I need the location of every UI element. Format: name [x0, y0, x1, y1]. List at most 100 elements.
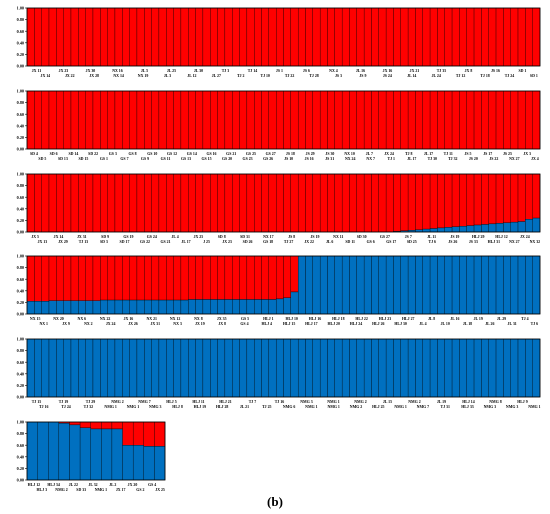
- bar-red-segment: [101, 421, 113, 430]
- x-tick-label-bottom: JX 24: [106, 322, 116, 326]
- x-tick-label-top: JL 16: [450, 317, 459, 321]
- bar-blue-segment: [495, 255, 504, 315]
- y-tick-label: 0.00: [17, 147, 24, 152]
- bar-blue-segment: [327, 255, 336, 315]
- bar-red-segment: [481, 173, 489, 225]
- bar-red-segment: [473, 90, 482, 150]
- bar-red-segment: [334, 7, 343, 67]
- x-tick-label-top: HLJ 12: [28, 483, 40, 487]
- bar-blue-segment: [246, 338, 255, 398]
- bar-red-segment: [503, 7, 511, 67]
- x-tick-label-top: NX 20: [53, 317, 64, 321]
- bar-red-segment: [195, 7, 204, 67]
- bar-blue-segment: [70, 300, 79, 315]
- x-tick-label-top: JX 16: [383, 69, 393, 73]
- bar-blue-segment: [385, 255, 394, 315]
- x-tick-label-bottom: NMG 2: [55, 488, 67, 492]
- bar-red-segment: [415, 90, 423, 150]
- bar-red-segment: [503, 90, 511, 150]
- bar-red-segment: [180, 7, 189, 67]
- x-tick-label-top: GS 3: [109, 152, 117, 156]
- bar-red-segment: [63, 7, 72, 67]
- bar-red-segment: [34, 255, 42, 302]
- bar-red-segment: [254, 255, 262, 300]
- bar-blue-segment: [188, 299, 196, 315]
- x-tick-label-bottom: JX 13: [38, 240, 48, 244]
- bar-red-segment: [246, 173, 255, 233]
- x-tick-label-top: HLJ 5: [166, 400, 177, 404]
- x-tick-label-bottom: GS 13: [181, 157, 191, 161]
- x-tick-label-top: NX 12: [170, 317, 181, 321]
- x-tick-label-bottom: TJ 30: [428, 157, 437, 161]
- bar-blue-segment: [63, 300, 72, 315]
- x-tick-label-top: GS 12: [167, 152, 177, 156]
- bar-blue-segment: [78, 338, 86, 398]
- bar-red-segment: [151, 7, 160, 67]
- bar-red-segment: [129, 255, 138, 301]
- x-tick-label-bottom: SD 3: [100, 240, 108, 244]
- bar-red-segment: [400, 90, 409, 150]
- x-tick-label-top: HLJ 11: [192, 400, 204, 404]
- bar-blue-segment: [510, 338, 519, 398]
- x-tick-label-bottom: GS 22: [140, 240, 150, 244]
- bar-blue-segment: [111, 428, 123, 481]
- bar-red-segment: [195, 255, 204, 300]
- y-tick-label: 1.00: [17, 6, 24, 11]
- bar-red-segment: [283, 173, 292, 233]
- bar-blue-segment: [202, 338, 211, 398]
- bar-red-segment: [70, 90, 79, 150]
- y-tick-label: 0.00: [17, 395, 24, 400]
- x-tick-label-top: JX 30: [86, 69, 96, 73]
- y-tick-label: 0.40: [17, 454, 24, 459]
- bar-red-segment: [26, 7, 35, 67]
- bar-blue-segment: [224, 299, 233, 315]
- x-tick-label-bottom: HLJ 24: [350, 322, 362, 326]
- y-tick-label: 0.00: [17, 64, 24, 69]
- x-tick-label-top: JX 31: [77, 235, 87, 239]
- bar-blue-segment: [393, 338, 401, 398]
- bar-blue-segment: [517, 338, 526, 398]
- bar-red-segment: [239, 7, 248, 67]
- bar-red-segment: [188, 90, 196, 150]
- x-tick-label-bottom: JL 26: [485, 322, 494, 326]
- bar-red-segment: [261, 7, 270, 67]
- bar-blue-segment: [437, 227, 445, 233]
- x-tick-label-bottom: NMG 3: [484, 405, 496, 409]
- bar-red-segment: [85, 90, 94, 150]
- x-tick-label-top: JL 19: [474, 317, 483, 321]
- x-tick-label-bottom: HLJ 25: [372, 405, 384, 409]
- bar-red-segment: [79, 421, 91, 428]
- x-tick-label-top: JL 25: [167, 69, 176, 73]
- bar-red-segment: [422, 90, 431, 150]
- x-tick-label-top: JL 19: [437, 400, 446, 404]
- bar-blue-segment: [48, 300, 57, 315]
- bar-red-segment: [393, 173, 401, 232]
- bar-blue-segment: [459, 226, 467, 233]
- x-tick-label-bottom: HLJ 20: [327, 322, 339, 326]
- bar-blue-segment: [92, 338, 101, 398]
- y-tick-label: 0.00: [17, 478, 24, 483]
- bar-blue-segment: [173, 338, 182, 398]
- x-tick-label-bottom: TJ 1: [387, 157, 395, 161]
- x-tick-label-bottom: NX 32: [530, 240, 541, 244]
- bar-blue-segment: [371, 255, 379, 315]
- bar-blue-segment: [451, 338, 460, 398]
- bar-red-segment: [63, 90, 72, 150]
- bar-blue-segment: [101, 428, 113, 481]
- bar-red-segment: [114, 90, 123, 150]
- bar-blue-segment: [114, 299, 123, 315]
- bar-blue-segment: [195, 338, 204, 398]
- y-tick-label: 0.00: [17, 312, 24, 317]
- bar-red-segment: [90, 421, 102, 430]
- bar-blue-segment: [217, 299, 226, 315]
- x-tick-label-bottom: NX 2: [84, 322, 93, 326]
- y-tick-label: 0.60: [17, 112, 24, 117]
- bar-red-segment: [429, 7, 438, 67]
- bar-red-segment: [92, 90, 101, 150]
- x-tick-label-top: NX 4: [329, 69, 338, 73]
- bar-blue-segment: [305, 338, 314, 398]
- bar-red-segment: [173, 255, 182, 301]
- bar-blue-segment: [503, 222, 511, 233]
- x-tick-label-bottom: JS 9: [359, 74, 366, 78]
- x-tick-label-bottom: JL 17: [181, 240, 190, 244]
